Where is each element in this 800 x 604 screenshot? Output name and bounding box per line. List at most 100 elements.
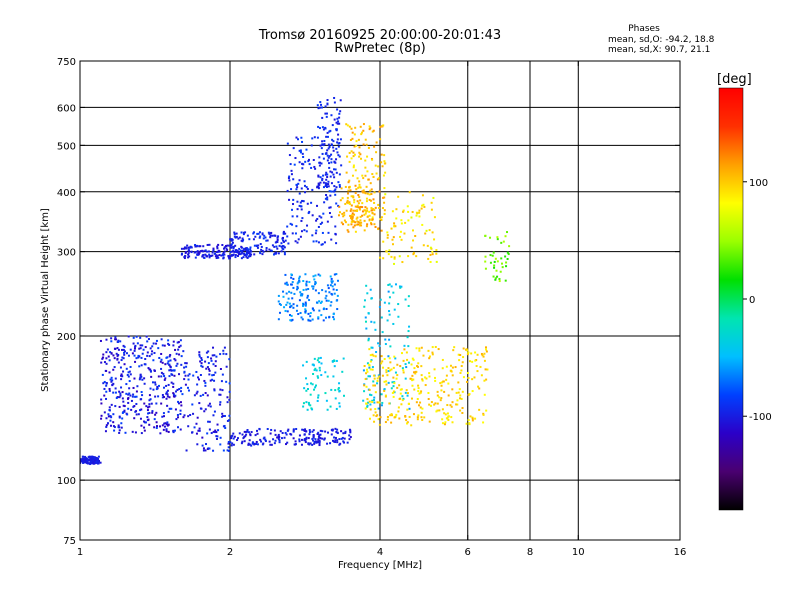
data-point <box>298 440 301 443</box>
data-point <box>334 441 337 444</box>
data-point <box>172 369 175 372</box>
data-point <box>325 299 328 302</box>
data-point <box>198 402 201 405</box>
data-point <box>249 246 252 249</box>
data-point <box>232 443 235 446</box>
data-point <box>301 428 304 431</box>
data-point <box>429 404 432 407</box>
data-point <box>382 257 385 260</box>
data-point <box>349 203 352 206</box>
data-point <box>238 432 241 435</box>
chart-title: Tromsø 20160925 20:00:00-20:01:43 <box>258 28 501 43</box>
data-point <box>271 244 274 247</box>
data-point <box>271 234 274 237</box>
data-point <box>275 240 278 243</box>
data-point <box>450 370 453 373</box>
data-point <box>348 438 351 441</box>
data-point <box>305 360 308 363</box>
data-point <box>436 402 439 405</box>
data-point <box>286 235 289 238</box>
data-point <box>312 275 315 278</box>
data-point <box>340 164 343 167</box>
data-point <box>312 434 315 437</box>
data-point <box>362 123 365 126</box>
data-point <box>383 201 386 204</box>
data-point <box>240 239 243 242</box>
data-point <box>196 383 199 386</box>
data-point <box>219 353 222 356</box>
data-point <box>202 253 205 256</box>
data-point <box>311 214 314 217</box>
data-point <box>238 247 241 250</box>
data-point <box>174 390 177 393</box>
data-point <box>390 414 393 417</box>
data-point <box>420 411 423 414</box>
data-point <box>224 427 227 430</box>
data-point <box>318 161 321 164</box>
data-point <box>97 462 100 465</box>
data-point <box>186 244 189 247</box>
data-point <box>276 238 279 241</box>
data-point <box>320 243 323 246</box>
data-point <box>363 229 366 232</box>
data-point <box>208 256 211 259</box>
data-point <box>321 221 324 224</box>
data-point <box>135 413 138 416</box>
data-point <box>195 432 198 435</box>
data-point <box>217 243 220 246</box>
data-point <box>465 422 468 425</box>
data-point <box>350 218 353 221</box>
data-point <box>107 355 110 358</box>
data-point <box>193 394 196 397</box>
data-point <box>287 297 290 300</box>
data-point <box>458 359 461 362</box>
data-point <box>335 171 338 174</box>
data-point <box>170 369 173 372</box>
data-point <box>120 422 123 425</box>
data-point <box>368 400 371 403</box>
data-point <box>304 441 307 444</box>
data-point <box>127 335 130 338</box>
data-point <box>393 382 396 385</box>
data-point <box>252 238 255 241</box>
data-point <box>286 441 289 444</box>
data-point <box>229 255 232 258</box>
data-point <box>173 374 176 377</box>
data-point <box>201 365 204 368</box>
data-point <box>175 352 178 355</box>
data-point <box>105 384 108 387</box>
data-point <box>149 369 152 372</box>
data-point <box>208 420 211 423</box>
data-point <box>301 162 304 165</box>
data-point <box>187 248 190 251</box>
data-point <box>265 239 268 242</box>
data-point <box>312 309 315 312</box>
data-point <box>305 186 308 189</box>
data-point <box>334 193 337 196</box>
data-point <box>291 232 294 235</box>
data-point <box>330 190 333 193</box>
data-point <box>493 266 496 269</box>
data-point <box>309 442 312 445</box>
data-point <box>397 315 400 318</box>
data-point <box>467 418 470 421</box>
data-point <box>327 156 330 159</box>
data-point <box>324 182 327 185</box>
data-point <box>165 391 168 394</box>
data-point <box>442 380 445 383</box>
data-point <box>219 443 222 446</box>
data-point <box>277 433 280 436</box>
data-point <box>439 382 442 385</box>
data-point <box>440 397 443 400</box>
data-point <box>174 348 177 351</box>
data-point <box>307 437 310 440</box>
data-point <box>163 425 166 428</box>
data-point <box>425 229 428 232</box>
data-point <box>213 252 216 255</box>
data-point <box>370 297 373 300</box>
data-point <box>383 212 386 215</box>
data-point <box>343 211 346 214</box>
data-point <box>402 397 405 400</box>
data-point <box>311 430 314 433</box>
data-point <box>335 242 338 245</box>
